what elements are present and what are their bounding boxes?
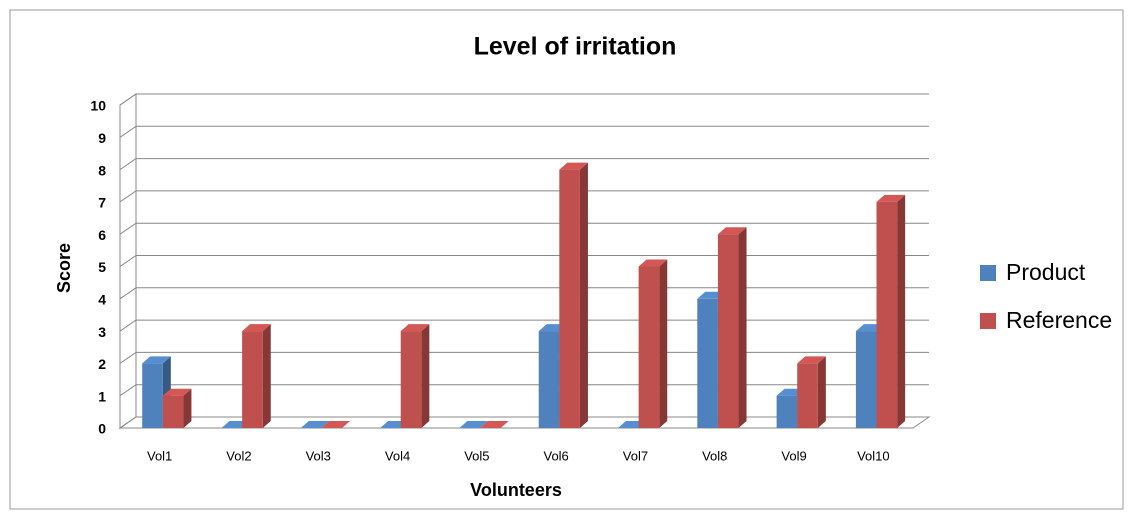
x-tick-label: Vol4 <box>385 448 410 463</box>
y-axis-title: Score <box>54 243 74 293</box>
bar-front <box>242 331 263 428</box>
y-tick-label: 4 <box>98 292 106 308</box>
bar-top <box>162 388 192 396</box>
bar-side <box>421 324 430 428</box>
bar-side <box>817 356 826 428</box>
grid-line <box>119 255 929 267</box>
y-tick-label: 1 <box>98 388 106 404</box>
x-axis-title: Volunteers <box>470 480 562 500</box>
bar-front <box>797 363 818 428</box>
grid-line <box>119 158 929 171</box>
bar-top <box>142 356 171 364</box>
bar-top <box>559 162 588 170</box>
bar-front <box>400 331 422 428</box>
x-tick-label: Vol6 <box>543 448 568 463</box>
bar <box>480 421 509 428</box>
y-tick-label: 5 <box>98 259 106 275</box>
bar-top <box>242 324 271 332</box>
y-tick-label: 10 <box>90 98 106 114</box>
bar-top <box>459 421 489 428</box>
x-tick-label: Vol7 <box>623 448 648 463</box>
bar-side <box>183 388 192 428</box>
bar-front <box>142 363 163 428</box>
bar-side <box>897 194 906 428</box>
grid-line <box>119 222 929 235</box>
x-tick-label: Vol2 <box>226 448 251 463</box>
bar <box>717 227 747 428</box>
x-tick-label: Vol5 <box>464 448 489 463</box>
y-tick-label: 0 <box>98 421 106 437</box>
grid-line <box>119 93 929 106</box>
bar-top <box>876 194 906 202</box>
y-tick-label: 3 <box>98 324 106 340</box>
y-tick-label: 7 <box>98 195 106 211</box>
grid-line <box>119 125 929 138</box>
bar-front <box>855 331 877 428</box>
chart-title: Level of irritation <box>474 33 677 61</box>
grid-line <box>119 190 929 203</box>
y-tick-label: 6 <box>98 227 106 243</box>
bar <box>459 421 489 428</box>
bar-front <box>876 201 898 428</box>
x-tick-label: Vol9 <box>781 448 806 463</box>
y-tick-label: 9 <box>98 130 106 146</box>
bar <box>876 194 906 428</box>
bar <box>300 421 330 428</box>
bar-front <box>559 169 580 428</box>
legend-label: Reference <box>1006 307 1112 333</box>
bar-side <box>659 259 668 428</box>
bar-top <box>480 421 509 428</box>
x-tick-label: Vol8 <box>702 448 727 463</box>
bar-top <box>321 421 351 428</box>
bar-top <box>638 259 668 267</box>
bar-top <box>300 421 330 428</box>
x-tick-label: Vol3 <box>306 448 331 463</box>
bar-top <box>797 356 826 364</box>
bar <box>162 388 192 428</box>
bar-front <box>717 234 739 428</box>
bar-side <box>579 162 588 428</box>
bar-front <box>638 266 660 428</box>
bar <box>559 162 588 428</box>
bar-side <box>738 227 747 428</box>
bar-front <box>697 298 718 428</box>
bar-front <box>162 395 184 428</box>
legend-swatch <box>980 265 996 281</box>
bar <box>638 259 668 428</box>
bar <box>797 356 826 428</box>
bar-side <box>262 324 271 428</box>
legend-label: Product <box>1006 259 1086 285</box>
bar-top <box>717 227 747 235</box>
bar-front <box>776 395 798 428</box>
bar <box>242 324 271 428</box>
y-tick-label: 2 <box>98 356 106 372</box>
x-tick-label: Vol10 <box>857 448 890 463</box>
y-tick-label: 8 <box>98 162 106 178</box>
bar-top <box>400 324 430 332</box>
bar <box>321 421 351 428</box>
bar <box>400 324 430 428</box>
bar-front <box>538 331 560 428</box>
legend-swatch <box>980 313 996 329</box>
x-tick-label: Vol1 <box>147 448 172 463</box>
